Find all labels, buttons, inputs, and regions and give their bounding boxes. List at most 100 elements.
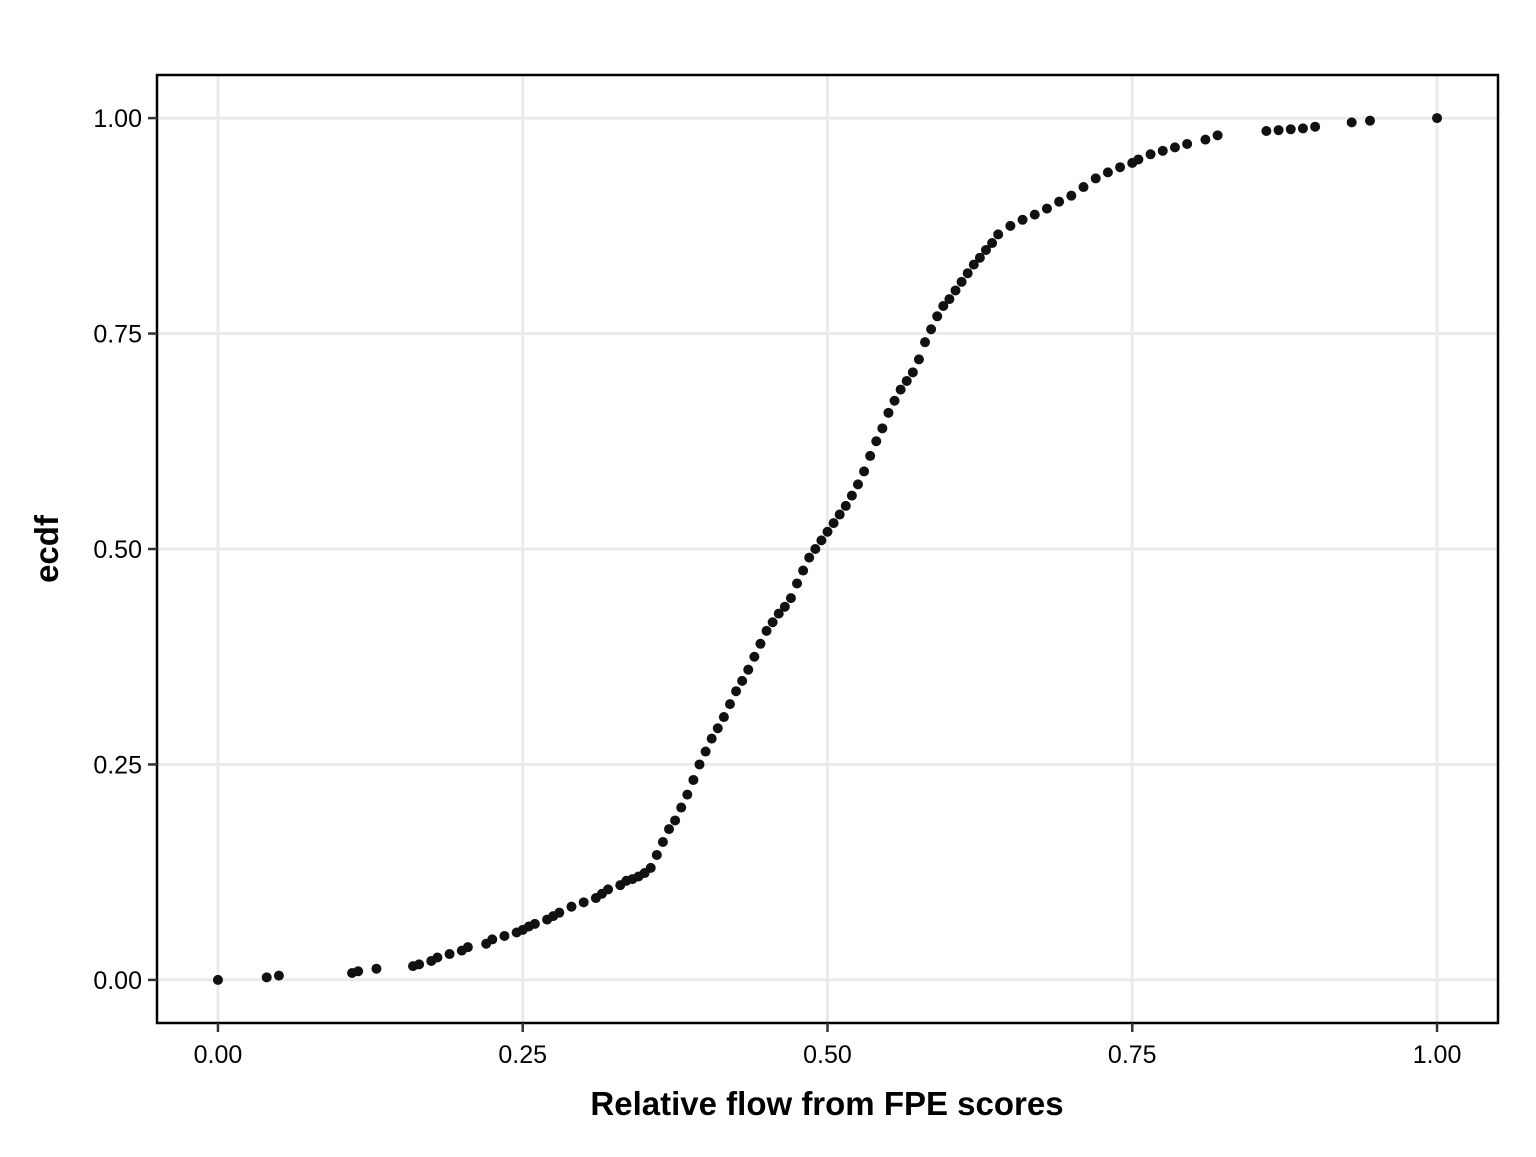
data-point [212, 974, 223, 985]
data-point [859, 466, 870, 477]
data-point [731, 686, 742, 697]
data-point [865, 450, 876, 461]
data-point [664, 824, 675, 835]
data-point [1029, 209, 1040, 220]
data-point [694, 759, 705, 770]
x-tick-label: 0.00 [194, 1041, 243, 1069]
data-point [1182, 138, 1193, 149]
data-point [1200, 134, 1211, 145]
data-point [1145, 149, 1156, 160]
data-point [938, 300, 949, 311]
data-point [956, 276, 967, 287]
data-point [804, 552, 815, 563]
data-point [712, 723, 723, 734]
data-point [700, 746, 711, 757]
y-axis: 0.00 0.25 0.50 0.75 1.00 [93, 105, 157, 995]
data-point [785, 593, 796, 604]
data-point [1432, 113, 1443, 124]
x-tick-label: 1.00 [1413, 1041, 1462, 1069]
data-point [1005, 220, 1016, 231]
data-point [499, 930, 510, 941]
data-point [706, 733, 717, 744]
y-tick-label: 0.50 [93, 536, 142, 564]
data-point [487, 934, 498, 945]
data-point [1346, 117, 1357, 128]
data-point [743, 664, 754, 675]
data-point [749, 651, 760, 662]
data-point [773, 608, 784, 619]
data-point [1133, 154, 1144, 165]
data-point [737, 675, 748, 686]
data-point [883, 407, 894, 418]
data-point [798, 565, 809, 576]
data-point [944, 294, 955, 305]
data-point [889, 395, 900, 406]
data-point [1285, 124, 1296, 135]
data-point [987, 238, 998, 249]
data-point [1041, 203, 1052, 214]
data-point [901, 375, 912, 386]
data-point [414, 959, 425, 970]
data-point [682, 789, 693, 800]
data-point [371, 963, 382, 974]
data-point [1090, 173, 1101, 184]
data-point [1157, 145, 1168, 156]
data-point [895, 384, 906, 395]
data-point [907, 367, 918, 378]
data-point [871, 436, 882, 447]
data-point [962, 268, 973, 279]
data-point [877, 423, 888, 434]
data-point [1066, 190, 1077, 201]
data-point [353, 966, 364, 977]
y-tick-label: 0.75 [93, 321, 142, 349]
data-point [645, 862, 656, 873]
data-point [529, 918, 540, 929]
data-point [980, 244, 991, 255]
x-tick-label: 0.25 [498, 1041, 547, 1069]
data-point [566, 901, 577, 912]
data-point [676, 802, 687, 813]
data-point [1310, 121, 1321, 132]
data-point [1273, 125, 1284, 136]
data-point [261, 972, 272, 983]
x-tick-label: 0.50 [803, 1041, 852, 1069]
data-point [779, 601, 790, 612]
data-point [993, 229, 1004, 240]
data-point [1017, 214, 1028, 225]
y-tick-label: 0.25 [93, 751, 142, 779]
y-tick-label: 1.00 [93, 105, 142, 133]
x-tick-label: 0.75 [1108, 1041, 1157, 1069]
data-point [974, 252, 985, 263]
data-point [932, 311, 943, 322]
data-point [444, 949, 455, 960]
data-point [1169, 142, 1180, 153]
data-point [792, 578, 803, 589]
data-point [718, 712, 729, 723]
data-point [926, 324, 937, 335]
data-point [1078, 182, 1089, 193]
data-point [603, 884, 614, 895]
data-point [767, 617, 778, 628]
data-point [1364, 115, 1375, 126]
y-tick-label: 0.00 [93, 967, 142, 995]
data-point [755, 638, 766, 649]
data-point [968, 259, 979, 270]
data-point [816, 535, 827, 546]
data-point [1261, 126, 1272, 137]
data-point [913, 354, 924, 365]
data-point [554, 907, 565, 918]
data-point [846, 490, 857, 501]
data-point [1102, 167, 1113, 178]
data-point [852, 479, 863, 490]
x-axis: 0.00 0.25 0.50 0.75 1.00 [194, 1023, 1462, 1069]
data-point [724, 699, 735, 710]
y-axis-title: ecdf [28, 514, 65, 583]
data-point [578, 897, 589, 908]
data-point [920, 337, 931, 348]
data-point [840, 500, 851, 511]
x-axis-title: Relative flow from FPE scores [590, 1085, 1063, 1122]
data-point [1115, 162, 1126, 173]
